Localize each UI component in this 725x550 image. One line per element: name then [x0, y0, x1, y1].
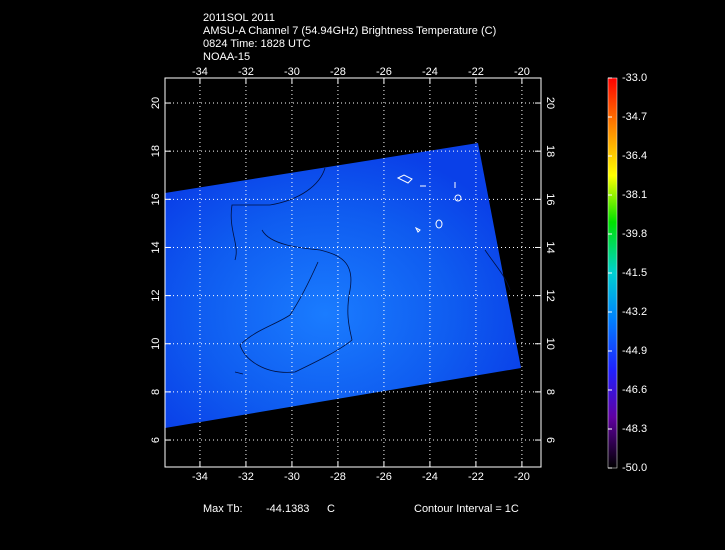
y-tick-label: 12	[150, 289, 162, 301]
map-frame	[164, 77, 542, 468]
header-line: 0824 Time: 1828 UTC	[203, 38, 311, 50]
x-tick-label: -20	[514, 66, 530, 78]
y-tick-label: 12	[544, 289, 556, 301]
y-tick-label: 6	[544, 437, 556, 443]
x-tick-label: -34	[192, 66, 208, 78]
y-tick-label: 20	[150, 97, 162, 109]
colorbar-label: -44.9	[622, 345, 647, 357]
x-tick-label: -24	[422, 471, 438, 483]
y-tick-label: 6	[150, 437, 162, 443]
colorbar-label: -50.0	[622, 462, 647, 474]
y-tick-label: 8	[544, 389, 556, 395]
y-tick-label: 20	[544, 97, 556, 109]
x-tick-label: -30	[284, 66, 300, 78]
x-tick-label: -28	[330, 66, 346, 78]
header-line: 2011SOL 2011	[203, 12, 275, 24]
x-tick-label: -32	[238, 66, 254, 78]
colorbar-label: -46.6	[622, 384, 647, 396]
colorbar-label: -34.7	[622, 111, 647, 123]
y-tick-label: 16	[150, 193, 162, 205]
y-tick-label: 14	[544, 241, 556, 253]
y-tick-label: 10	[150, 338, 162, 350]
colorbar-label: -36.4	[622, 150, 647, 162]
header-line: AMSU-A Channel 7 (54.94GHz) Brightness T…	[203, 25, 496, 37]
colorbar-label: -39.8	[622, 228, 647, 240]
colorbar-label: -33.0	[622, 72, 647, 84]
x-tick-label: -30	[284, 471, 300, 483]
swath	[165, 143, 521, 428]
x-tick-label: -22	[468, 66, 484, 78]
x-tick-label: -28	[330, 471, 346, 483]
y-tick-label: 8	[150, 389, 162, 395]
y-tick-label: 18	[150, 145, 162, 157]
footer-contour: Contour Interval = 1C	[414, 503, 519, 515]
y-tick-label: 14	[150, 241, 162, 253]
colorbar-label: -43.2	[622, 306, 647, 318]
contour-warm	[396, 174, 462, 233]
colorbar-label: -48.3	[622, 423, 647, 435]
colorbar-label: -38.1	[622, 189, 647, 201]
footer-label: Max Tb:	[203, 503, 243, 515]
swath-area	[165, 143, 521, 428]
colorbar-label: -41.5	[622, 267, 647, 279]
y-tick-label: 10	[544, 338, 556, 350]
y-tick-label: 16	[544, 193, 556, 205]
contour	[230, 167, 353, 373]
x-tick-label: -26	[376, 471, 392, 483]
x-tick-label: -22	[468, 471, 484, 483]
footer-value: -44.1383	[266, 503, 309, 515]
y-tick-label: 18	[544, 145, 556, 157]
x-tick-label: -20	[514, 471, 530, 483]
footer-unit: C	[327, 503, 335, 515]
x-tick-label: -24	[422, 66, 438, 78]
contour	[234, 249, 511, 375]
x-tick-label: -26	[376, 66, 392, 78]
header-line: NOAA-15	[203, 51, 250, 63]
x-tick-label: -34	[192, 471, 208, 483]
x-tick-label: -32	[238, 471, 254, 483]
